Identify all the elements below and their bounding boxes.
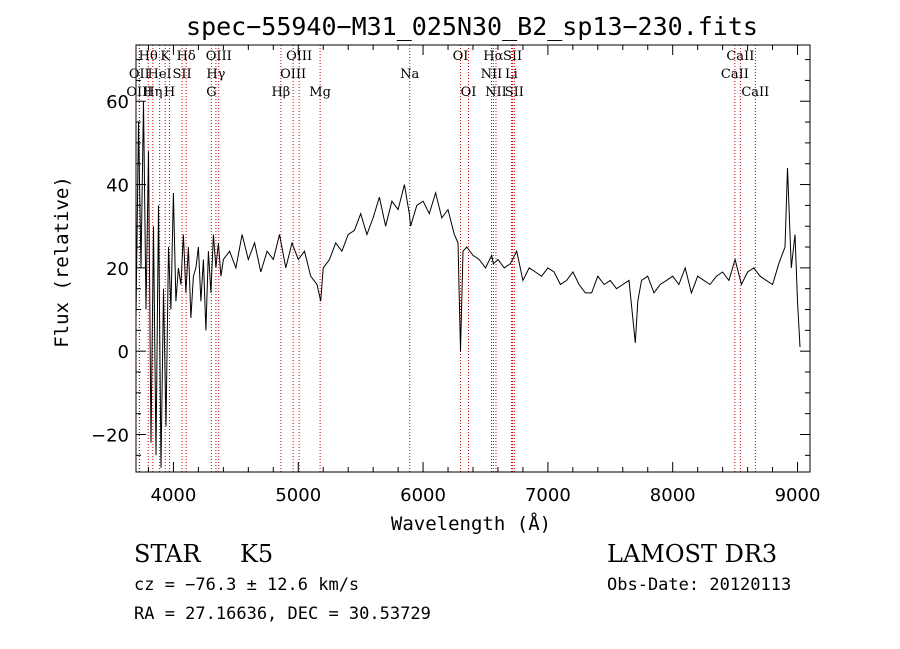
line-marker-label: SII bbox=[172, 67, 191, 82]
line-marker-label: K bbox=[160, 49, 170, 64]
line-marker-label: HeI bbox=[148, 67, 172, 82]
line-marker-label: OIII bbox=[286, 49, 312, 64]
line-marker-label: Hγ bbox=[206, 67, 225, 82]
x-tick-label: 6000 bbox=[400, 485, 446, 506]
line-marker-label: OI bbox=[453, 49, 469, 64]
line-marker-label: Mg bbox=[309, 85, 331, 100]
chart-title: spec−55940−M31_025N30_B2_sp13−230.fits bbox=[186, 12, 758, 41]
line-marker-label: SII bbox=[503, 49, 522, 64]
line-marker-label: Hθ bbox=[139, 49, 158, 64]
y-tick-label: 40 bbox=[106, 176, 129, 197]
line-marker-label: CaII bbox=[741, 85, 769, 100]
plot-frame bbox=[135, 44, 811, 473]
line-marker-label: Hδ bbox=[177, 49, 196, 64]
object-subclass-label: K5 bbox=[240, 540, 274, 568]
survey-label: LAMOST DR3 bbox=[607, 540, 778, 568]
y-tick-label: −20 bbox=[91, 426, 129, 447]
line-marker-label: OIII bbox=[126, 85, 152, 100]
flux-series-line bbox=[135, 101, 801, 468]
line-marker-label: CaII bbox=[721, 67, 749, 82]
observation-date: Obs-Date: 20120113 bbox=[607, 575, 792, 595]
line-marker-label: OI bbox=[461, 85, 477, 100]
line-marker-label: CaII bbox=[726, 49, 754, 64]
x-tick-label: 5000 bbox=[275, 485, 321, 506]
line-marker-label: NII bbox=[485, 85, 507, 100]
x-axis-label: Wavelength (Å) bbox=[391, 512, 551, 535]
x-tick-label: 8000 bbox=[650, 485, 696, 506]
x-tick-label: 4000 bbox=[151, 485, 197, 506]
axis-ticks: 4000 5000 6000 7000 8000 9000 −20 0 20 40 60 bbox=[91, 45, 820, 506]
line-marker-label: SII bbox=[505, 85, 524, 100]
line-marker-label: Hα bbox=[483, 49, 503, 64]
line-marker-label: NII bbox=[481, 67, 503, 82]
redshift-velocity: cz = −76.3 ± 12.6 km/s bbox=[134, 575, 360, 595]
y-tick-label: 0 bbox=[118, 342, 129, 363]
line-marker-label: Li bbox=[505, 67, 518, 82]
x-tick-label: 9000 bbox=[775, 485, 821, 506]
line-marker-label: Na bbox=[400, 67, 419, 82]
line-marker-label: OII bbox=[129, 67, 150, 82]
line-marker-label: H bbox=[164, 85, 175, 100]
line-marker-label: Hβ bbox=[271, 85, 290, 100]
line-marker-label: G bbox=[206, 85, 216, 100]
sky-coordinates: RA = 27.16636, DEC = 30.53729 bbox=[134, 604, 431, 624]
line-marker-label: OIII bbox=[280, 67, 306, 82]
y-axis-label: Flux (relative) bbox=[51, 176, 73, 348]
object-class-label: STAR bbox=[134, 540, 201, 568]
y-tick-label: 60 bbox=[106, 92, 129, 113]
x-tick-label: 7000 bbox=[525, 485, 571, 506]
y-tick-label: 20 bbox=[106, 259, 129, 280]
line-marker-label: Hη bbox=[143, 85, 162, 100]
line-marker-label: OIII bbox=[206, 49, 232, 64]
